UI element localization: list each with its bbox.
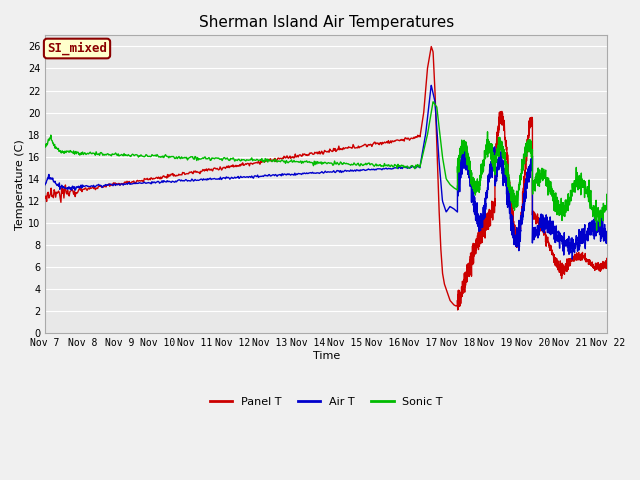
Text: SI_mixed: SI_mixed — [47, 42, 107, 55]
Title: Sherman Island Air Temperatures: Sherman Island Air Temperatures — [198, 15, 454, 30]
X-axis label: Time: Time — [312, 351, 340, 361]
Legend: Panel T, Air T, Sonic T: Panel T, Air T, Sonic T — [205, 393, 447, 411]
Y-axis label: Temperature (C): Temperature (C) — [15, 139, 25, 230]
